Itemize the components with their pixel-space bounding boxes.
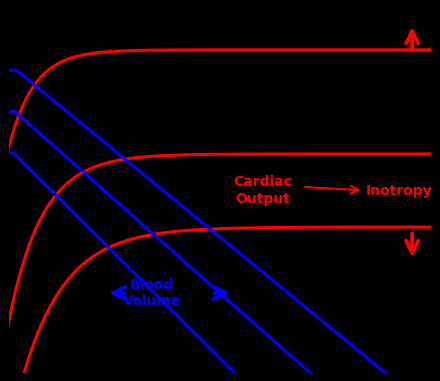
Text: Inotropy: Inotropy: [366, 184, 433, 197]
Text: Cardiac
Output: Cardiac Output: [233, 175, 292, 206]
Text: Blood
Volume: Blood Volume: [123, 278, 181, 308]
